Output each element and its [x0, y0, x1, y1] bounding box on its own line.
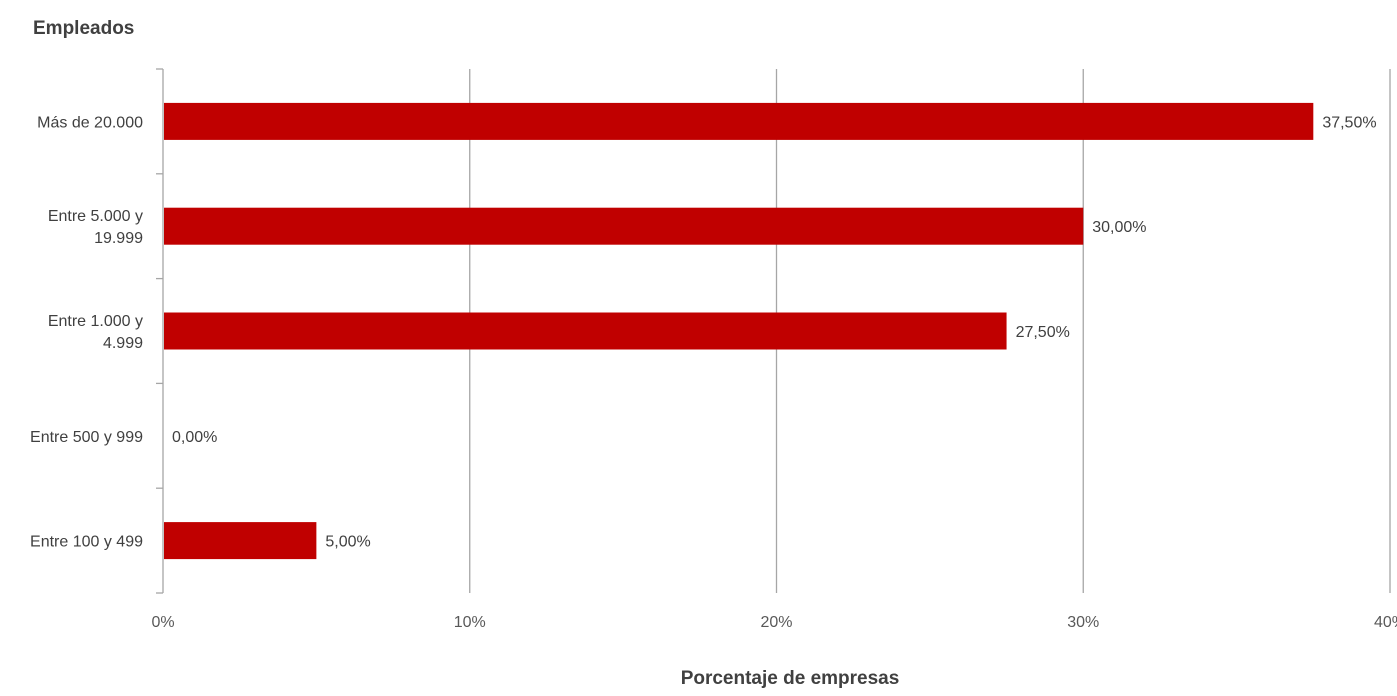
x-tick-label: 40%: [1374, 614, 1397, 631]
category-label: Entre 5.000 y: [48, 208, 143, 225]
x-tick-label: 30%: [1067, 614, 1099, 631]
bar: [164, 102, 1314, 140]
data-label: 5,00%: [325, 534, 370, 551]
data-label: 0,00%: [172, 429, 217, 446]
bar: [164, 522, 317, 560]
category-label: Entre 100 y 499: [30, 534, 143, 551]
x-axis-title: Porcentaje de empresas: [681, 668, 900, 689]
category-label: 19.999: [94, 230, 143, 247]
data-label: 27,50%: [1016, 324, 1070, 341]
labels: 0% 10% 20% 30% 40% Más de 20.000 37,50% Entre 5…: [30, 109, 1397, 631]
x-tick-label: 0%: [151, 614, 174, 631]
x-tick-label: 10%: [454, 614, 486, 631]
data-label: 37,50%: [1322, 114, 1376, 131]
data-label-background: [1012, 319, 1075, 341]
data-label-background: [1319, 109, 1382, 132]
data-label-background: [322, 528, 376, 551]
category-label: 4.999: [103, 335, 143, 352]
data-label-background: [1089, 214, 1152, 237]
bars: [164, 102, 1314, 560]
data-label: 30,00%: [1092, 219, 1146, 236]
y-axis-title: Empleados: [33, 18, 134, 39]
category-label: Más de 20.000: [37, 114, 143, 131]
bar: [164, 207, 1084, 245]
category-label: Entre 1.000 y: [48, 313, 143, 330]
category-label: Entre 500 y 999: [30, 429, 143, 446]
bar: [164, 312, 1007, 350]
axes: [156, 68, 164, 594]
data-label-background: [169, 423, 222, 446]
x-tick-label: 20%: [760, 614, 792, 631]
